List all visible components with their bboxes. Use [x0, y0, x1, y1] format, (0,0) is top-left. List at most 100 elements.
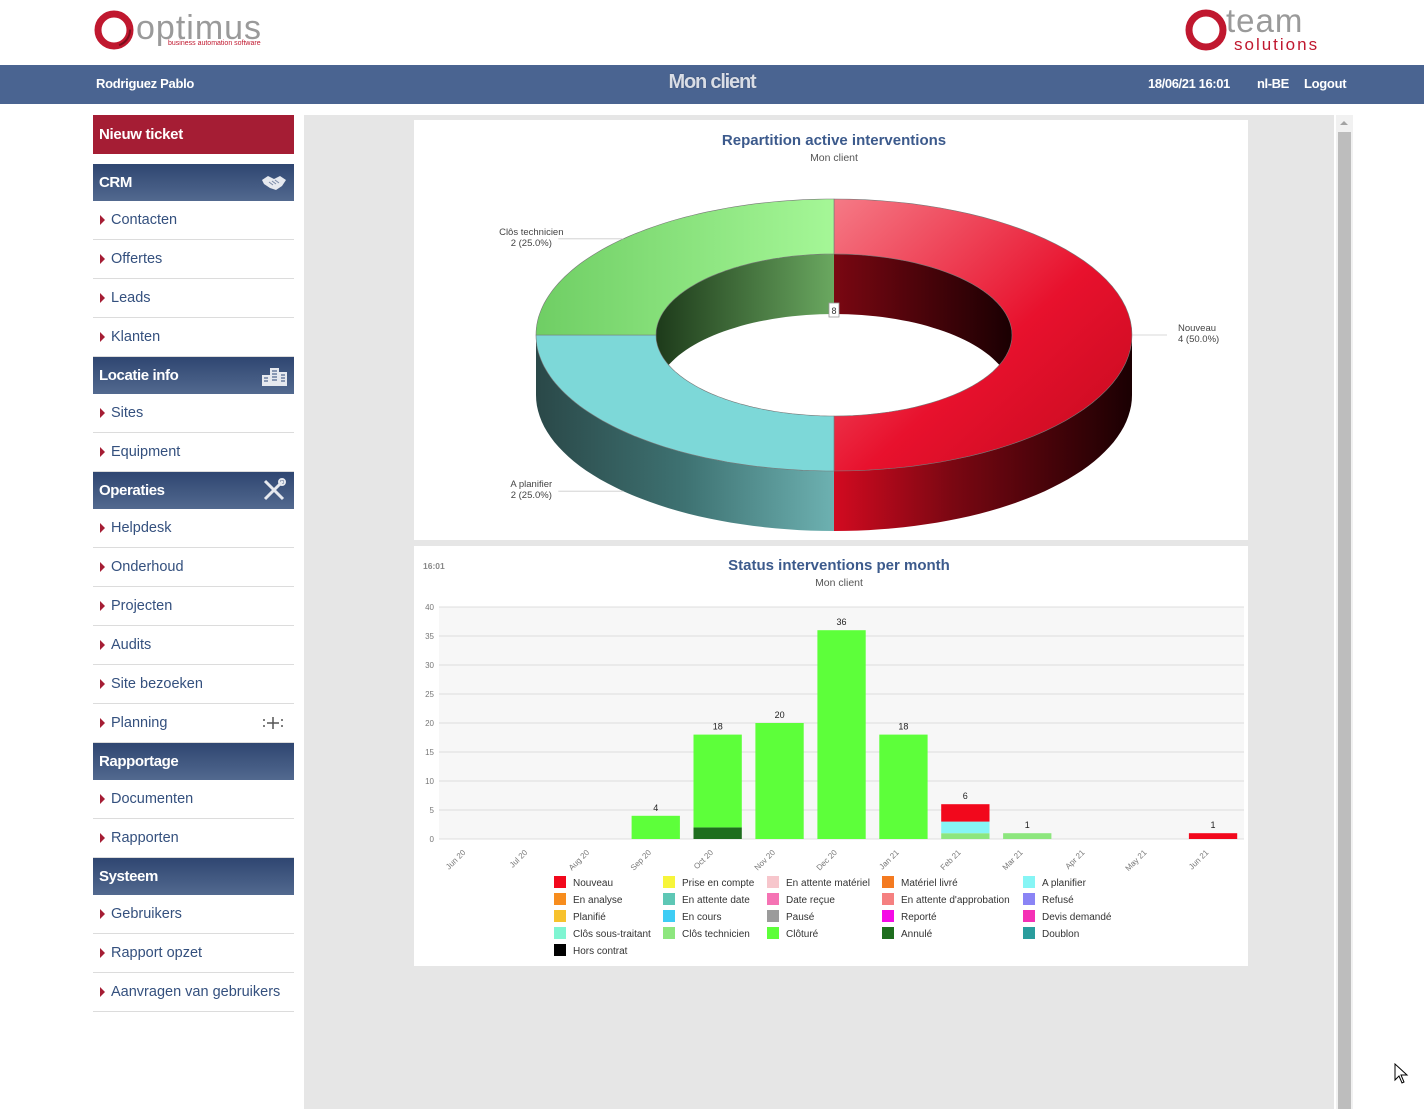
- sidebar-section-operaties[interactable]: Operaties: [93, 472, 294, 509]
- x-tick-label: Aug 20: [567, 848, 592, 873]
- user-name[interactable]: Rodriguez Pablo: [96, 76, 195, 91]
- sidebar-section-locatie-info[interactable]: Locatie info: [93, 357, 294, 394]
- legend-label[interactable]: Clôs technicien: [682, 929, 750, 940]
- legend-label[interactable]: Clôs sous-traitant: [573, 929, 651, 940]
- legend-label[interactable]: Reporté: [901, 912, 937, 923]
- x-tick-label: May 21: [1124, 848, 1149, 873]
- bar-segment[interactable]: [941, 804, 990, 822]
- sidebar-item-helpdesk[interactable]: Helpdesk: [93, 509, 294, 548]
- language-selector[interactable]: nl-BE: [1257, 76, 1289, 91]
- legend-label[interactable]: En attente d'approbation: [901, 895, 1010, 906]
- x-tick-label: Mar 21: [1001, 848, 1025, 872]
- legend-label[interactable]: Planifié: [573, 912, 606, 923]
- legend-swatch: [554, 893, 566, 905]
- scroll-up-arrow-icon[interactable]: [1340, 121, 1348, 125]
- bar-segment[interactable]: [693, 827, 742, 839]
- sidebar-item-gebruikers[interactable]: Gebruikers: [93, 895, 294, 934]
- sidebar-item-klanten[interactable]: Klanten: [93, 318, 294, 357]
- sidebar-section-systeem[interactable]: Systeem: [93, 858, 294, 895]
- sidebar-item-projecten[interactable]: Projecten: [93, 587, 294, 626]
- sidebar-item-aanvragen[interactable]: Aanvragen van gebruikers: [93, 973, 294, 1012]
- legend-label[interactable]: Prise en compte: [682, 878, 755, 889]
- sidebar-item-contacten[interactable]: Contacten: [93, 201, 294, 240]
- arrow-icon: [100, 640, 105, 650]
- sidebar-item-rapporten[interactable]: Rapporten: [93, 819, 294, 858]
- current-datetime: 18/06/21 16:01: [1148, 76, 1230, 91]
- legend-label[interactable]: Annulé: [901, 929, 933, 940]
- bar-total-label: 6: [963, 791, 968, 801]
- pie-chart-panel: Repartition active interventions Mon cli…: [414, 120, 1248, 540]
- sidebar-item-label: Helpdesk: [111, 520, 172, 536]
- y-tick-label: 30: [425, 661, 434, 670]
- solutions-logo-word: solutions: [1234, 35, 1319, 54]
- legend-label[interactable]: Date reçue: [786, 895, 835, 906]
- bar-segment[interactable]: [693, 734, 742, 828]
- legend-label[interactable]: En analyse: [573, 895, 623, 906]
- legend-swatch: [1023, 876, 1035, 888]
- bar-segment[interactable]: [941, 821, 990, 834]
- bar-segment[interactable]: [941, 833, 990, 839]
- pie-slice-clos-technicien-inner: [656, 254, 834, 395]
- bar-total-label: 1: [1210, 820, 1215, 830]
- pie-slice-clos-technicien[interactable]: [535, 198, 835, 336]
- legend-swatch: [882, 927, 894, 939]
- planning-move-icon[interactable]: [260, 715, 286, 731]
- sidebar-item-documenten[interactable]: Documenten: [93, 780, 294, 819]
- bar-segment[interactable]: [631, 815, 680, 839]
- bar-total-label: 20: [775, 710, 785, 720]
- content-scrollbar[interactable]: [1336, 115, 1353, 1109]
- bar-segment[interactable]: [817, 630, 866, 839]
- new-ticket-button[interactable]: Nieuw ticket: [93, 115, 294, 154]
- legend-label[interactable]: Hors contrat: [573, 946, 628, 957]
- bar-segment[interactable]: [879, 734, 928, 839]
- bar-chart-panel: 16:01 Status interventions per month Mon…: [414, 546, 1248, 966]
- arrow-icon: [100, 909, 105, 919]
- legend-label[interactable]: Devis demandé: [1042, 912, 1112, 923]
- pie-label-name: Clôs technicien: [499, 227, 563, 238]
- sidebar-section-rapportage[interactable]: Rapportage: [93, 743, 294, 780]
- sidebar-item-site-bezoeken[interactable]: Site bezoeken: [93, 665, 294, 704]
- legend-label[interactable]: En cours: [682, 912, 721, 923]
- sidebar-item-onderhoud[interactable]: Onderhoud: [93, 548, 294, 587]
- legend-label[interactable]: En attente date: [682, 895, 750, 906]
- sidebar-item-label: Gebruikers: [111, 906, 182, 922]
- logout-link[interactable]: Logout: [1304, 76, 1347, 91]
- legend-label[interactable]: Clôturé: [786, 929, 819, 940]
- legend-label[interactable]: En attente matériel: [786, 878, 870, 889]
- sidebar-section-title: Rapportage: [99, 753, 179, 770]
- sidebar-item-planning[interactable]: Planning: [93, 704, 294, 743]
- x-tick-label: Jun 20: [444, 848, 468, 872]
- sidebar-item-sites[interactable]: Sites: [93, 394, 294, 433]
- sidebar-item-offertes[interactable]: Offertes: [93, 240, 294, 279]
- x-tick-label: Dec 20: [815, 848, 840, 873]
- legend-label[interactable]: A planifier: [1042, 878, 1087, 889]
- sidebar-item-audits[interactable]: Audits: [93, 626, 294, 665]
- sidebar-item-equipment[interactable]: Equipment: [93, 433, 294, 472]
- legend-label[interactable]: Doublon: [1042, 929, 1079, 940]
- legend-swatch: [882, 893, 894, 905]
- legend-label[interactable]: Matériel livré: [901, 878, 958, 889]
- legend-swatch: [663, 927, 675, 939]
- legend-label[interactable]: Pausé: [786, 912, 815, 923]
- bar-segment[interactable]: [1188, 833, 1238, 839]
- arrow-icon: [100, 601, 105, 611]
- pie-label-name: Nouveau: [1178, 323, 1216, 334]
- legend-label[interactable]: Nouveau: [573, 878, 613, 889]
- bar-segment[interactable]: [755, 723, 804, 839]
- y-tick-label: 20: [425, 719, 434, 728]
- sidebar-item-rapport-opzet[interactable]: Rapport opzet: [93, 934, 294, 973]
- legend-swatch: [1023, 893, 1035, 905]
- scrollbar-thumb[interactable]: [1338, 132, 1351, 1109]
- team-logo-word: team: [1226, 2, 1303, 39]
- legend-label[interactable]: Refusé: [1042, 895, 1074, 906]
- sidebar-section-crm[interactable]: CRM: [93, 164, 294, 201]
- y-tick-label: 25: [425, 690, 434, 699]
- sidebar-item-leads[interactable]: Leads: [93, 279, 294, 318]
- pie-label-value: 4 (50.0%): [1178, 334, 1219, 345]
- sidebar-section-title: Locatie info: [99, 367, 179, 384]
- bar-segment[interactable]: [1003, 833, 1052, 839]
- arrow-icon: [100, 254, 105, 264]
- sidebar-item-label: Aanvragen van gebruikers: [111, 984, 281, 1000]
- legend-swatch: [554, 910, 566, 922]
- arrow-icon: [100, 833, 105, 843]
